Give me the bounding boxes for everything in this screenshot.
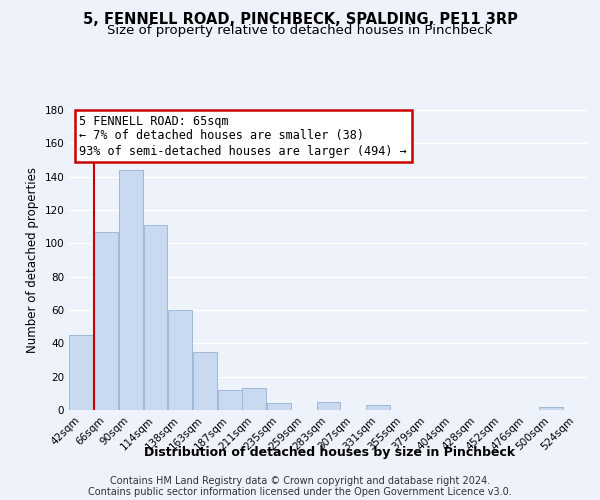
- Bar: [267, 404, 291, 410]
- Text: 5, FENNELL ROAD, PINCHBECK, SPALDING, PE11 3RP: 5, FENNELL ROAD, PINCHBECK, SPALDING, PE…: [83, 12, 517, 28]
- Bar: [539, 406, 563, 410]
- Y-axis label: Number of detached properties: Number of detached properties: [26, 167, 39, 353]
- Text: Contains public sector information licensed under the Open Government Licence v3: Contains public sector information licen…: [88, 487, 512, 497]
- Text: Distribution of detached houses by size in Pinchbeck: Distribution of detached houses by size …: [145, 446, 515, 459]
- Bar: [168, 310, 192, 410]
- Text: Contains HM Land Registry data © Crown copyright and database right 2024.: Contains HM Land Registry data © Crown c…: [110, 476, 490, 486]
- Bar: [70, 335, 94, 410]
- Bar: [119, 170, 143, 410]
- Bar: [366, 405, 390, 410]
- Bar: [94, 232, 118, 410]
- Text: Size of property relative to detached houses in Pinchbeck: Size of property relative to detached ho…: [107, 24, 493, 37]
- Bar: [193, 352, 217, 410]
- Bar: [218, 390, 242, 410]
- Bar: [143, 225, 167, 410]
- Bar: [317, 402, 340, 410]
- Text: 5 FENNELL ROAD: 65sqm
← 7% of detached houses are smaller (38)
93% of semi-detac: 5 FENNELL ROAD: 65sqm ← 7% of detached h…: [79, 114, 407, 158]
- Bar: [242, 388, 266, 410]
